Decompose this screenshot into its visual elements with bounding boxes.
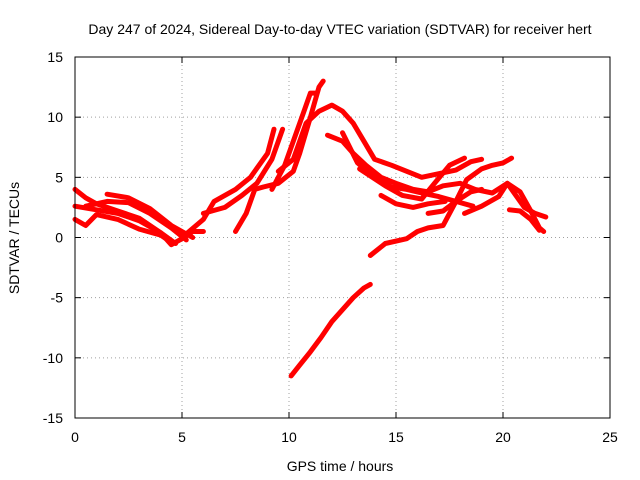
y-tick-label: 0 (55, 230, 63, 246)
x-axis-label: GPS time / hours (287, 458, 394, 474)
series-line-arc-13 (357, 155, 467, 202)
x-tick-label: 20 (495, 429, 511, 445)
series-line-arc-12 (340, 130, 476, 209)
x-tick-label: 25 (602, 429, 618, 445)
series-line-arc-3 (72, 212, 174, 245)
series-line-arc-19 (288, 281, 373, 379)
series-layer (72, 78, 549, 379)
ticks: 0 5 10 15 20 25 -15 -10 -5 0 5 10 15 (43, 49, 618, 445)
x-tick-label: 0 (71, 429, 79, 445)
series-line-arc-6 (179, 126, 277, 240)
x-tick-label: 5 (178, 429, 186, 445)
y-tick-label: 5 (55, 169, 63, 185)
series-line-arc-17 (367, 155, 515, 258)
y-axis-label: SDTVAR / TECUs (6, 182, 22, 294)
series-line-arc-16 (462, 180, 549, 220)
series-line-arc-4 (83, 198, 189, 243)
x-tick-label: 15 (388, 429, 404, 445)
series-line-arc-7 (200, 126, 286, 216)
series-line-arc-8 (233, 78, 326, 234)
y-tick-label: -10 (43, 350, 63, 366)
series-line-arc-5 (104, 191, 196, 240)
series-line-arc-14 (378, 192, 448, 210)
y-tick-label: 15 (47, 49, 63, 65)
y-tick-label: 10 (47, 109, 63, 125)
series-line-arc-10 (275, 102, 485, 180)
chart-title: Day 247 of 2024, Sidereal Day-to-day VTE… (88, 21, 591, 37)
y-tick-label: -5 (51, 290, 64, 306)
x-tick-label: 10 (281, 429, 297, 445)
y-tick-label: -15 (43, 410, 63, 426)
series-line-arc-11 (325, 132, 547, 234)
series-line-arc-18 (506, 207, 542, 233)
